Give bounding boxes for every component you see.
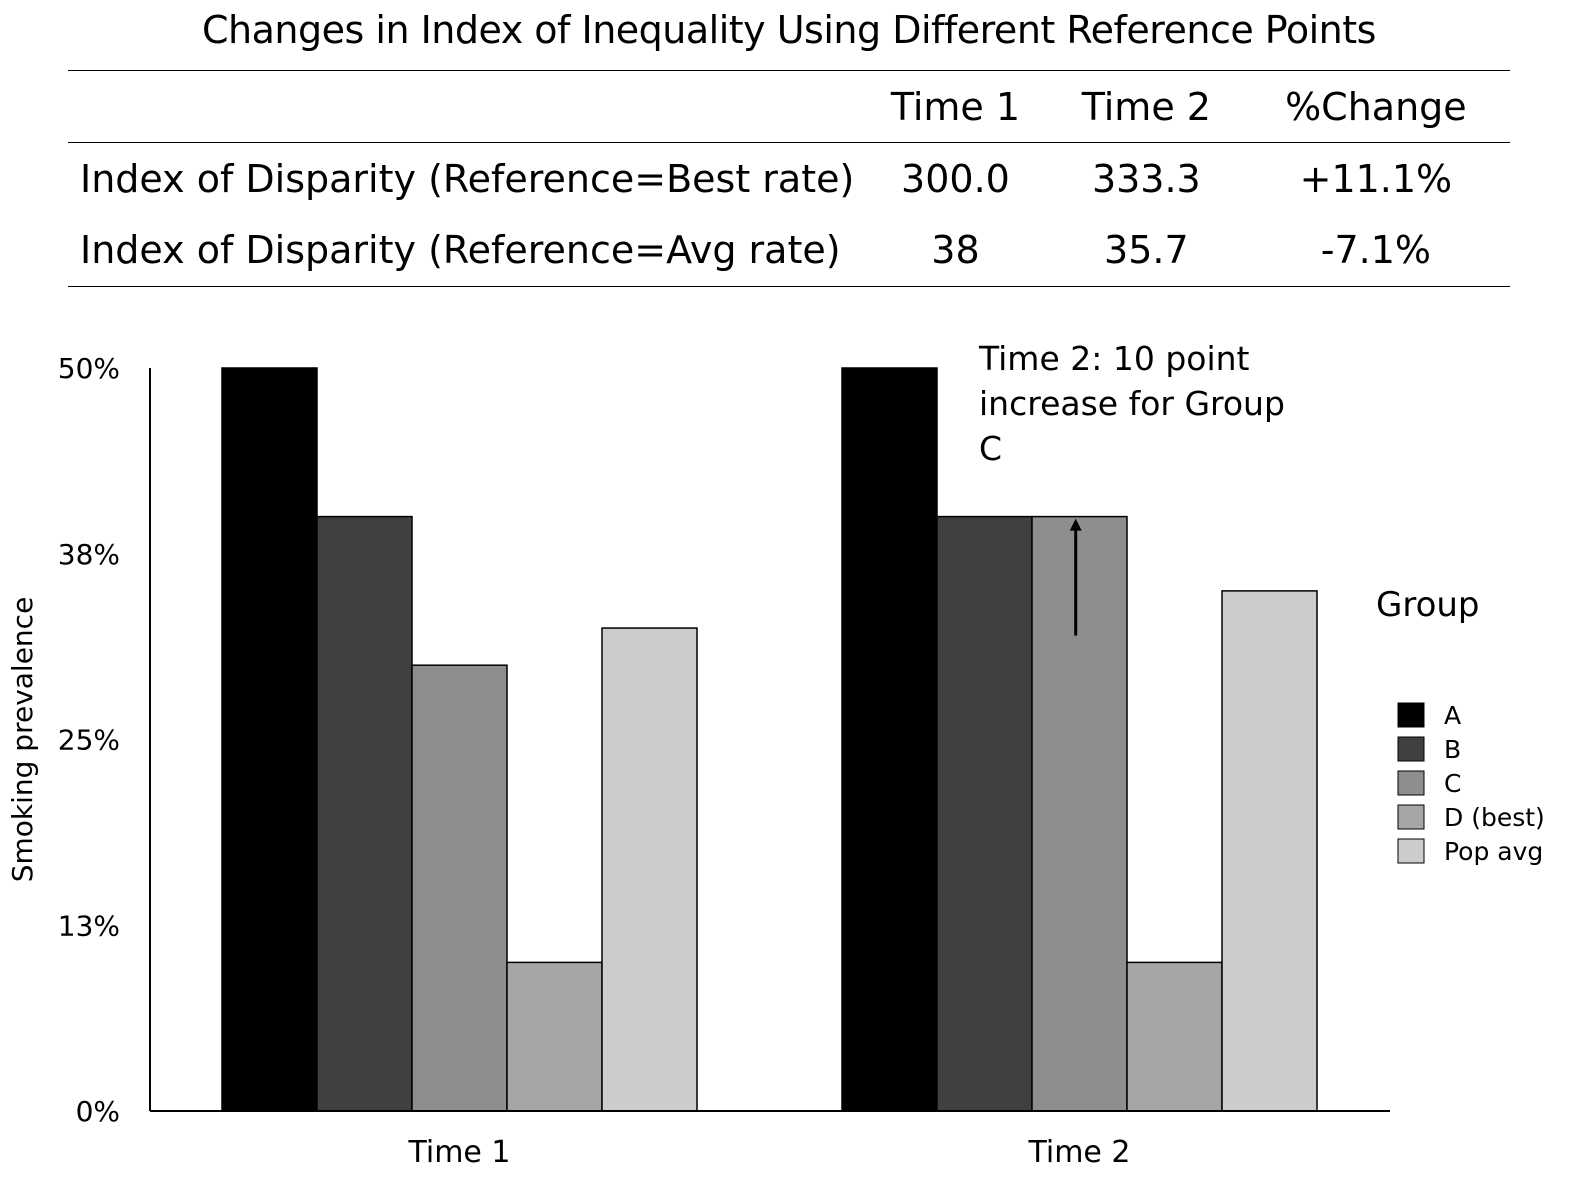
table-header-time2: Time 2 bbox=[1081, 84, 1211, 129]
increase-arrow-head bbox=[1069, 518, 1082, 531]
bar bbox=[841, 367, 938, 1112]
x-tick-label: Time 2 bbox=[1027, 1135, 1130, 1170]
x-tick-label: Time 1 bbox=[407, 1135, 510, 1170]
row-change: -7.1% bbox=[1320, 228, 1432, 273]
row-label: Index of Disparity (Reference=Avg rate) bbox=[80, 228, 841, 273]
row-time2: 333.3 bbox=[1091, 156, 1201, 201]
bar bbox=[221, 367, 318, 1112]
table-header-change: %Change bbox=[1285, 84, 1467, 129]
y-tick-label: 50% bbox=[58, 352, 120, 385]
legend-title: Group bbox=[1376, 585, 1480, 625]
bar bbox=[1031, 515, 1128, 1112]
legend-label: A bbox=[1444, 701, 1461, 730]
row-change: +11.1% bbox=[1299, 156, 1453, 201]
bar bbox=[936, 515, 1033, 1112]
table-header-empty bbox=[68, 71, 860, 143]
y-tick-label: 25% bbox=[58, 724, 120, 757]
y-tick-label: 0% bbox=[76, 1095, 120, 1128]
row-time1: 300.0 bbox=[901, 156, 1010, 201]
legend-label: Pop avg bbox=[1444, 837, 1543, 866]
legend-swatch bbox=[1397, 702, 1425, 728]
y-tick-label: 13% bbox=[58, 909, 120, 942]
disparity-table: Time 1 Time 2 %Change Index of Disparity… bbox=[68, 70, 1510, 287]
legend-label: B bbox=[1444, 735, 1461, 764]
legend-label: C bbox=[1444, 769, 1461, 798]
legend-swatch bbox=[1397, 770, 1425, 796]
legend-label: D (best) bbox=[1444, 803, 1545, 832]
row-label: Index of Disparity (Reference=Best rate) bbox=[80, 156, 855, 201]
bar bbox=[1221, 590, 1318, 1112]
bar bbox=[601, 627, 698, 1112]
table-header-row: Time 1 Time 2 %Change bbox=[68, 70, 1510, 143]
chart-title: Changes in Index of Inequality Using Dif… bbox=[202, 8, 1376, 52]
bar bbox=[316, 515, 413, 1112]
table-row: Index of Disparity (Reference=Avg rate) … bbox=[68, 215, 1510, 287]
y-axis-label: Smoking prevalence bbox=[6, 597, 39, 883]
bar-chart: Time 1 Time 2 0% 13% 25% 38% 50% Smoking preval… bbox=[6, 352, 1545, 1170]
legend-swatch bbox=[1397, 804, 1425, 830]
bar bbox=[506, 961, 603, 1112]
table-header-time1: Time 1 bbox=[890, 84, 1021, 129]
legend-swatch bbox=[1397, 838, 1425, 864]
table-row: Index of Disparity (Reference=Best rate)… bbox=[68, 143, 1510, 215]
row-time1: 38 bbox=[931, 228, 980, 273]
increase-annotation: Time 2: 10 point increase for Group C bbox=[979, 339, 1285, 468]
bar bbox=[1126, 961, 1223, 1112]
y-tick-label: 38% bbox=[58, 538, 120, 571]
legend-swatch bbox=[1397, 736, 1425, 762]
row-time2: 35.7 bbox=[1104, 228, 1189, 273]
bar bbox=[411, 664, 508, 1112]
